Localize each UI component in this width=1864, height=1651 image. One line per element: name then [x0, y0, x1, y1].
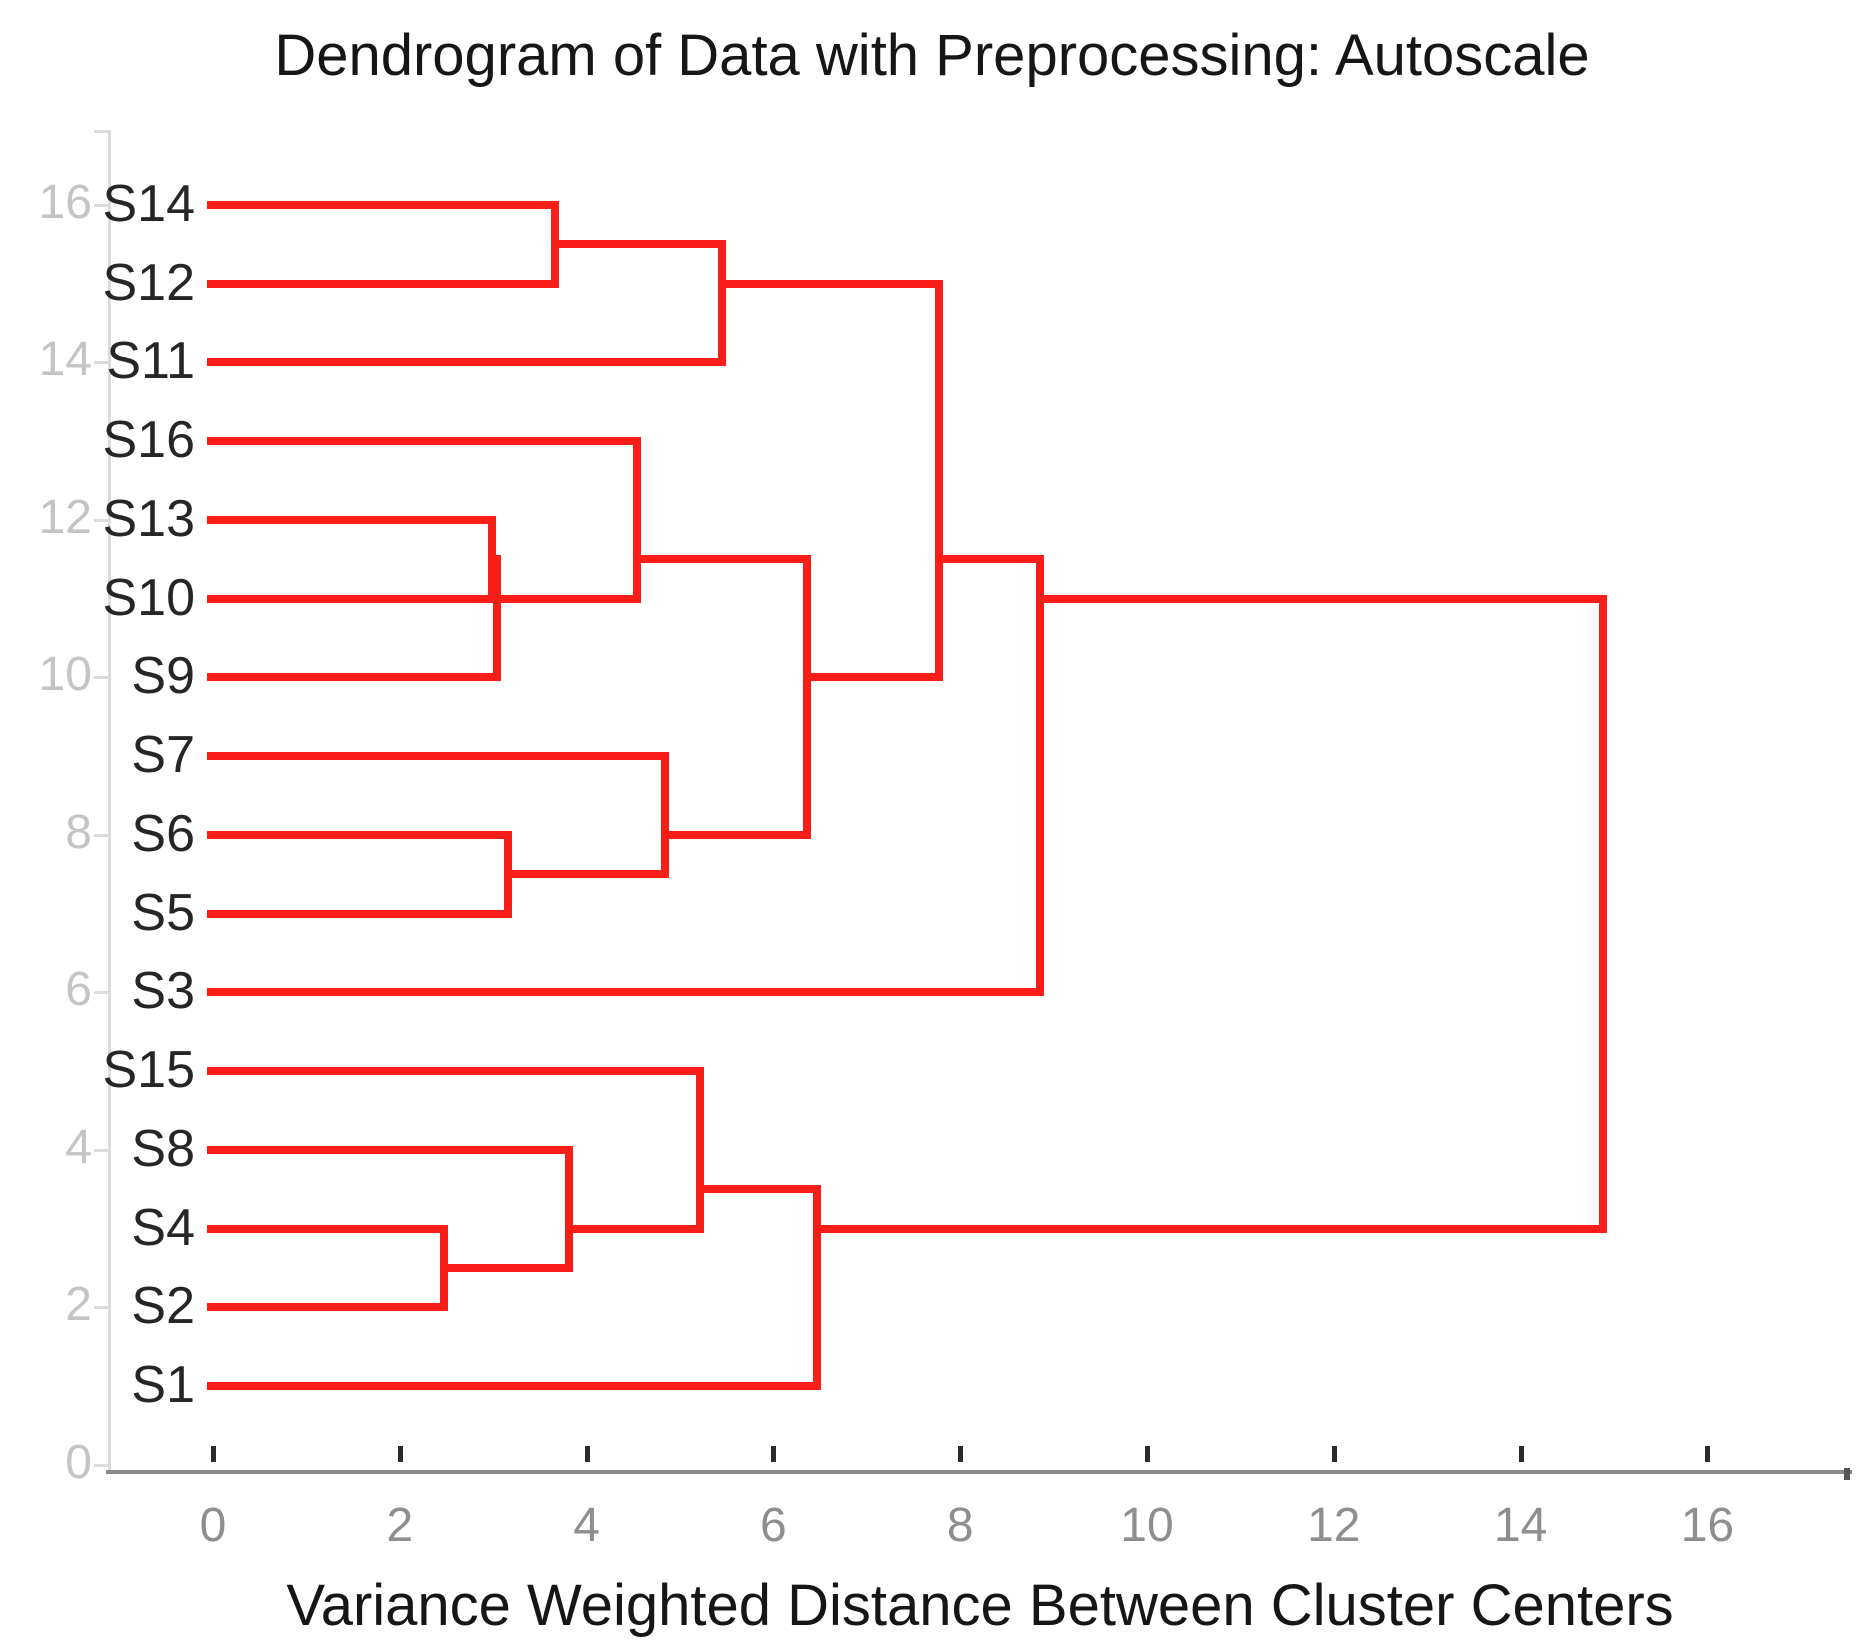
dendrogram-segment	[492, 555, 501, 682]
y-tick-label: 2	[65, 1278, 92, 1332]
y-axis-line	[108, 130, 111, 1472]
dendrogram-segment	[207, 1224, 448, 1233]
x-tick-mark	[397, 1446, 403, 1462]
dendrogram-segment	[718, 240, 727, 367]
leaf-label: S16	[102, 411, 195, 469]
dendrogram-segment	[207, 1303, 448, 1312]
x-tick-mark	[1705, 1446, 1711, 1462]
dendrogram-segment	[207, 988, 1044, 997]
dendrogram-segment	[817, 1224, 1607, 1233]
x-tick-mark	[771, 1446, 777, 1462]
leaf-label: S8	[131, 1119, 195, 1178]
dendrogram-segment	[443, 1263, 573, 1272]
y-tick-mark	[94, 676, 108, 680]
y-tick-label: 8	[65, 805, 92, 859]
leaf-label: S3	[131, 962, 195, 1021]
dendrogram-segment	[661, 752, 670, 879]
x-axis-line	[106, 1470, 1852, 1474]
dendrogram-segment	[207, 594, 497, 603]
dendrogram-segment	[207, 200, 559, 209]
x-axis-end-tick	[1844, 1468, 1850, 1480]
dendrogram-segment	[508, 870, 670, 879]
dendrogram-segment	[1039, 594, 1607, 603]
x-tick-label: 10	[1120, 1499, 1174, 1552]
x-tick-label: 8	[946, 1499, 974, 1552]
leaf-label: S11	[106, 332, 195, 391]
x-tick-label: 2	[386, 1499, 414, 1552]
y-tick-mark	[94, 833, 108, 837]
chart-title: Dendrogram of Data with Preprocessing: A…	[274, 23, 1590, 88]
leaf-label: S6	[131, 804, 195, 863]
x-tick-label: 14	[1493, 1499, 1548, 1552]
x-tick-mark	[1518, 1446, 1524, 1462]
dendrogram-segment	[699, 1185, 822, 1194]
y-tick-mark	[94, 991, 108, 995]
dendrogram-segment	[1598, 594, 1607, 1233]
dendrogram-segment	[807, 673, 943, 682]
y-tick-mark	[94, 1148, 108, 1152]
leaf-label: S2	[131, 1277, 195, 1336]
dendrogram-segment	[1035, 555, 1044, 997]
dendrogram-segment	[207, 1145, 573, 1154]
leaf-label: S9	[131, 647, 195, 706]
x-tick-mark	[958, 1446, 964, 1462]
leaf-label: S4	[131, 1198, 195, 1257]
y-tick-label: 14	[38, 333, 92, 387]
y-tick-label: 6	[65, 963, 92, 1017]
x-tick-mark	[211, 1446, 216, 1462]
leaf-label: S7	[131, 726, 195, 784]
dendrogram-segment	[207, 1067, 704, 1075]
dendrogram-segment	[637, 555, 812, 564]
y-tick-label: 4	[65, 1120, 92, 1174]
y-tick-mark	[94, 361, 108, 365]
x-tick-label: 0	[199, 1499, 227, 1552]
dendrogram-segment	[695, 1067, 704, 1233]
y-tick-mark	[94, 1306, 108, 1310]
x-tick-label: 16	[1680, 1499, 1735, 1552]
x-tick-label: 4	[573, 1499, 600, 1552]
dendrogram-segment	[207, 279, 559, 288]
y-tick-label: 16	[38, 175, 92, 229]
dendrogram-segment	[803, 555, 812, 839]
leaf-label: S13	[102, 489, 195, 548]
y-tick-mark	[94, 518, 108, 522]
y-tick-mark	[94, 1463, 108, 1467]
y-tick-label: 12	[38, 490, 92, 544]
dendrogram-segment	[207, 752, 670, 760]
dendrogram-segment	[722, 279, 943, 288]
dendrogram-segment	[207, 1382, 822, 1390]
leaf-label: S14	[102, 174, 195, 233]
leaf-label: S1	[131, 1356, 195, 1414]
dendrogram-segment	[554, 240, 727, 249]
dendrogram-segment	[568, 1224, 704, 1233]
dendrogram-segment	[938, 555, 1044, 564]
x-tick-mark	[584, 1446, 590, 1462]
dendrogram-segment	[934, 279, 943, 682]
x-axis-title: Variance Weighted Distance Between Clust…	[286, 1573, 1674, 1638]
dendrogram-segment	[633, 437, 642, 603]
dendrogram-segment	[665, 830, 811, 839]
leaf-label: S12	[102, 253, 195, 312]
y-tick-label: 10	[38, 648, 92, 702]
dendrogram-segment	[813, 1185, 822, 1390]
y-tick-label: 0	[65, 1435, 92, 1489]
x-tick-label: 12	[1307, 1499, 1361, 1552]
y-axis-end-tick	[94, 130, 111, 133]
dendrogram-segment	[207, 515, 497, 524]
y-tick-mark	[94, 203, 108, 207]
x-tick-mark	[1331, 1446, 1337, 1462]
dendrogram-segment	[207, 673, 501, 682]
dendrogram-segment	[207, 358, 727, 367]
leaf-label: S10	[102, 568, 195, 627]
dendrogram-segment	[564, 1145, 573, 1272]
leaf-label: S15	[102, 1041, 195, 1099]
dendrogram-segment	[207, 830, 513, 839]
dendrogram-segment	[207, 909, 513, 918]
dendrogram-segment	[207, 437, 642, 445]
leaf-label: S5	[131, 883, 195, 942]
x-tick-mark	[1145, 1446, 1150, 1462]
x-tick-label: 6	[760, 1499, 787, 1552]
dendrogram-segment	[496, 594, 642, 603]
